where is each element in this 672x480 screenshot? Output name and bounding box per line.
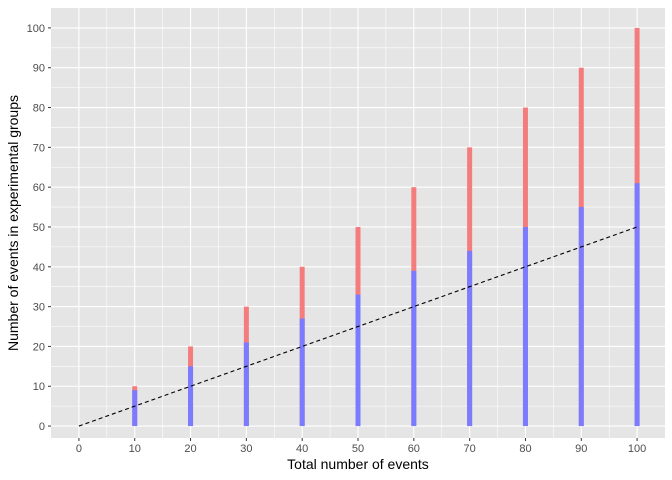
y-tick-label: 30 <box>33 302 45 314</box>
y-axis-title: Number of events in experimental groups <box>5 95 21 351</box>
bar-experimental <box>188 366 194 427</box>
y-tick-label: 0 <box>39 421 45 433</box>
y-tick-label: 90 <box>33 63 45 75</box>
y-tick-label: 50 <box>33 222 45 234</box>
y-tick-label: 10 <box>33 381 45 393</box>
x-tick-label: 40 <box>296 443 308 455</box>
bar-experimental <box>467 250 473 427</box>
bar-experimental <box>411 270 417 427</box>
y-tick-label: 60 <box>33 182 45 194</box>
y-tick-label: 70 <box>33 142 45 154</box>
bar-experimental <box>578 207 584 427</box>
x-tick-label: 50 <box>352 443 364 455</box>
y-tick-label: 100 <box>27 23 45 35</box>
y-tick-label: 40 <box>33 262 45 274</box>
bar-experimental <box>243 342 249 427</box>
x-tick-label: 20 <box>184 443 196 455</box>
x-tick-label: 10 <box>129 443 141 455</box>
x-tick-label: 30 <box>240 443 252 455</box>
y-tick-label: 80 <box>33 103 45 115</box>
reference-line-layer <box>78 226 638 427</box>
reference-line <box>78 226 638 427</box>
grid-lines <box>51 8 665 438</box>
x-axis-title: Total number of events <box>287 456 429 472</box>
x-tick-label: 80 <box>519 443 531 455</box>
bar-experimental <box>132 390 138 427</box>
y-tick-label: 20 <box>33 341 45 353</box>
x-tick-label: 100 <box>628 443 646 455</box>
bar-experimental <box>355 294 361 427</box>
x-tick-label: 90 <box>575 443 587 455</box>
bar-experimental <box>522 226 528 427</box>
x-tick-label: 60 <box>408 443 420 455</box>
x-tick-label: 0 <box>76 443 82 455</box>
bar-experimental <box>299 318 305 427</box>
bar-experimental <box>634 183 640 427</box>
x-tick-label: 70 <box>464 443 476 455</box>
axes: 0 10 20 30 40 50 60 70 80 90 100 0 10 20 30 40 50 60 70 80 9… <box>27 23 647 455</box>
